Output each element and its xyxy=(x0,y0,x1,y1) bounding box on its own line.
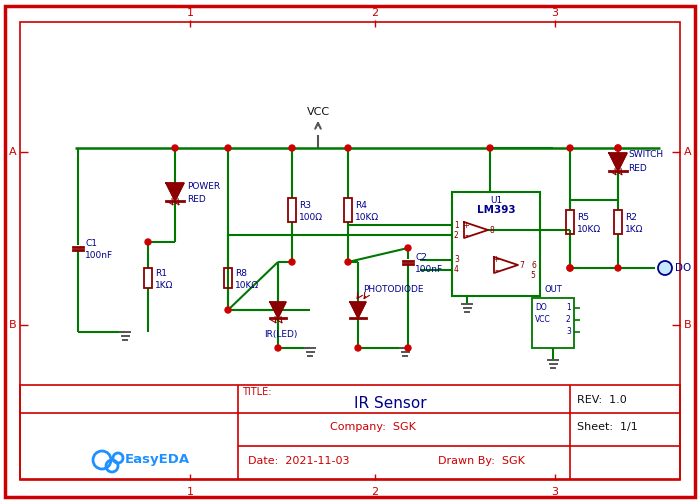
Text: -: - xyxy=(494,265,498,275)
Text: LM393: LM393 xyxy=(477,205,515,215)
Text: R8: R8 xyxy=(235,269,247,278)
Text: 7: 7 xyxy=(519,261,524,270)
Text: 2: 2 xyxy=(566,316,570,325)
Text: POWER: POWER xyxy=(187,181,220,190)
Text: 100nF: 100nF xyxy=(415,265,443,274)
Circle shape xyxy=(405,245,411,251)
Circle shape xyxy=(275,345,281,351)
Text: 2: 2 xyxy=(372,487,379,497)
Text: REV:  1.0: REV: 1.0 xyxy=(577,395,626,405)
Text: 4: 4 xyxy=(454,266,459,275)
Text: 3: 3 xyxy=(566,328,571,337)
Text: 6: 6 xyxy=(532,262,537,271)
Circle shape xyxy=(567,265,573,271)
Text: 2: 2 xyxy=(454,230,458,239)
Text: OUT: OUT xyxy=(544,286,562,295)
Bar xyxy=(20,385,680,480)
Text: 5: 5 xyxy=(530,271,535,280)
Text: A: A xyxy=(9,147,17,157)
Circle shape xyxy=(145,239,151,245)
Text: R5: R5 xyxy=(577,212,589,221)
Text: Company:  SGK: Company: SGK xyxy=(330,422,416,432)
Text: B: B xyxy=(9,320,17,330)
Text: 1: 1 xyxy=(454,220,458,229)
Circle shape xyxy=(355,345,361,351)
Text: EasyEDA: EasyEDA xyxy=(125,453,190,466)
Text: PHOTODIODE: PHOTODIODE xyxy=(363,286,424,295)
Text: R2: R2 xyxy=(625,212,637,221)
Text: DO: DO xyxy=(675,263,692,273)
Text: Sheet:  1/1: Sheet: 1/1 xyxy=(577,422,638,432)
Text: 3: 3 xyxy=(454,256,459,265)
Circle shape xyxy=(567,265,573,271)
Text: 1: 1 xyxy=(186,8,193,18)
Text: RED: RED xyxy=(628,163,647,172)
Text: Drawn By:  SGK: Drawn By: SGK xyxy=(438,456,525,466)
Text: VCC: VCC xyxy=(535,316,551,325)
Text: IR Sensor: IR Sensor xyxy=(354,395,426,410)
Text: B: B xyxy=(684,320,692,330)
Text: 1: 1 xyxy=(186,487,193,497)
Text: RED: RED xyxy=(187,194,206,203)
Text: 10KΩ: 10KΩ xyxy=(235,281,259,290)
Circle shape xyxy=(225,145,231,151)
Text: 2: 2 xyxy=(372,8,379,18)
Circle shape xyxy=(658,261,672,275)
Bar xyxy=(614,210,622,234)
Circle shape xyxy=(487,145,493,151)
Text: 3: 3 xyxy=(552,8,559,18)
Bar xyxy=(452,192,540,296)
Polygon shape xyxy=(350,302,366,318)
Text: DO: DO xyxy=(535,304,547,313)
Text: +: + xyxy=(493,256,499,265)
Polygon shape xyxy=(270,302,286,318)
Bar xyxy=(532,298,574,348)
Text: 1KΩ: 1KΩ xyxy=(625,224,643,233)
Text: SWITCH: SWITCH xyxy=(628,149,663,158)
Text: C1: C1 xyxy=(85,238,97,247)
Text: -: - xyxy=(464,230,468,240)
Text: TITLE:: TITLE: xyxy=(242,387,272,397)
Circle shape xyxy=(615,265,621,271)
Text: 100nF: 100nF xyxy=(85,250,113,260)
Text: IR(LED): IR(LED) xyxy=(264,330,298,339)
Polygon shape xyxy=(609,153,627,171)
Text: U1: U1 xyxy=(490,195,502,204)
Text: 3: 3 xyxy=(552,487,559,497)
Circle shape xyxy=(172,145,178,151)
Circle shape xyxy=(345,259,351,265)
Text: C2: C2 xyxy=(415,253,427,262)
Text: VCC: VCC xyxy=(307,107,330,117)
Text: +: + xyxy=(463,220,470,229)
Bar xyxy=(224,268,232,288)
Text: 1: 1 xyxy=(566,304,570,313)
Circle shape xyxy=(289,259,295,265)
Circle shape xyxy=(405,345,411,351)
Text: 10KΩ: 10KΩ xyxy=(577,224,601,233)
Circle shape xyxy=(615,145,621,151)
Circle shape xyxy=(615,145,621,151)
Polygon shape xyxy=(166,183,184,201)
Circle shape xyxy=(289,145,295,151)
Text: R1: R1 xyxy=(155,269,167,278)
Text: R3: R3 xyxy=(299,200,311,209)
Circle shape xyxy=(225,307,231,313)
Bar xyxy=(144,268,152,288)
Text: A: A xyxy=(684,147,692,157)
Bar xyxy=(344,198,352,222)
Text: R4: R4 xyxy=(355,200,367,209)
Circle shape xyxy=(567,145,573,151)
Text: Date:  2021-11-03: Date: 2021-11-03 xyxy=(248,456,349,466)
Circle shape xyxy=(345,145,351,151)
Bar xyxy=(566,210,574,234)
Text: 10KΩ: 10KΩ xyxy=(355,212,379,221)
Text: 8: 8 xyxy=(489,225,493,234)
Bar xyxy=(288,198,296,222)
Text: 1KΩ: 1KΩ xyxy=(155,281,174,290)
Text: 100Ω: 100Ω xyxy=(299,212,323,221)
